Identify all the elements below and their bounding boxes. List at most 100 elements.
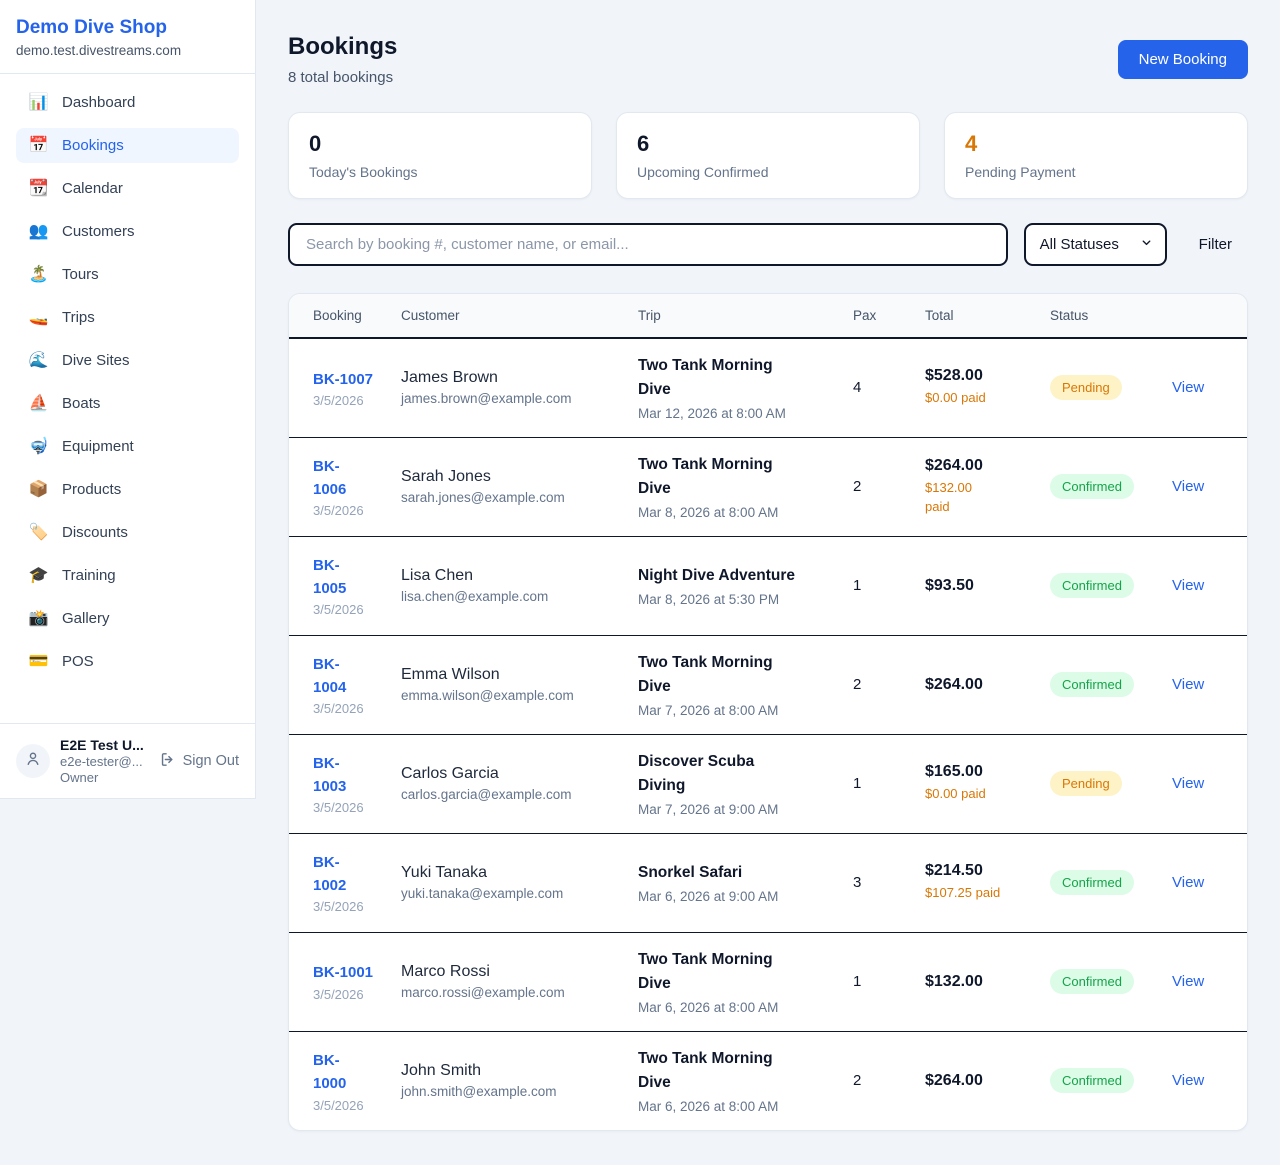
- sidebar-item-customers[interactable]: 👥 Customers: [16, 214, 239, 249]
- trip-name: Two Tank Morning Dive: [638, 455, 773, 497]
- avatar: [16, 744, 50, 778]
- actions-cell: View: [1172, 437, 1247, 537]
- sidebar-item-gallery[interactable]: 📸 Gallery: [16, 601, 239, 636]
- booking-id-link[interactable]: BK- 1005: [313, 556, 347, 597]
- user-role: Owner: [60, 770, 99, 785]
- user-email: e2e-tester@...: [60, 754, 143, 769]
- sidebar-item-label: POS: [62, 653, 94, 670]
- booking-date: 3/5/2026: [313, 701, 364, 717]
- total-value: $528.00: [925, 367, 983, 385]
- sidebar-item-training[interactable]: 🎓 Training: [16, 558, 239, 593]
- customer-email: john.smith@example.com: [401, 1084, 557, 1100]
- status-cell: Confirmed: [1050, 833, 1172, 933]
- search-input[interactable]: [288, 223, 1008, 266]
- sidebar-item-dashboard[interactable]: 📊 Dashboard: [16, 85, 239, 120]
- trip-time: Mar 7, 2026 at 9:00 AM: [638, 802, 779, 818]
- status-cell: Confirmed: [1050, 536, 1172, 636]
- column-header-booking: Booking: [289, 294, 401, 339]
- booking-id-link[interactable]: BK-1001: [313, 964, 374, 982]
- total-value: $132.00: [925, 972, 983, 990]
- customer-cell: James Brown james.brown@example.com: [401, 338, 638, 438]
- sidebar-header: Demo Dive Shop demo.test.divestreams.com: [0, 0, 255, 74]
- view-link[interactable]: View: [1172, 774, 1205, 792]
- sidebar-item-bookings[interactable]: 📅 Bookings: [16, 128, 239, 163]
- sidebar-user-section: E2E Test U... e2e-tester@... Owner Sign …: [0, 723, 255, 798]
- status-badge: Pending: [1050, 771, 1122, 796]
- sidebar-item-boats[interactable]: ⛵ Boats: [16, 386, 239, 421]
- booking-cell: BK- 1002 3/5/2026: [289, 833, 401, 933]
- view-link[interactable]: View: [1172, 675, 1205, 693]
- stat-value: 0: [309, 131, 322, 156]
- trip-cell: Two Tank Morning Dive Mar 12, 2026 at 8:…: [638, 338, 853, 438]
- new-booking-button[interactable]: New Booking: [1117, 40, 1248, 79]
- booking-cell: BK- 1000 3/5/2026: [289, 1031, 401, 1130]
- booking-id-link[interactable]: BK- 1000: [313, 1052, 347, 1093]
- total-cell: $214.50 $107.25 paid: [925, 833, 1050, 933]
- booking-id-link[interactable]: BK- 1003: [313, 754, 347, 795]
- pax-cell: 2: [853, 635, 925, 735]
- graduation-cap-icon: 🎓: [28, 567, 49, 584]
- sidebar-item-label: Equipment: [62, 438, 134, 455]
- sign-out-button[interactable]: Sign Out: [159, 751, 239, 772]
- pax-cell: 1: [853, 734, 925, 834]
- bar-chart-icon: 📊: [28, 94, 49, 111]
- sidebar-item-discounts[interactable]: 🏷️ Discounts: [16, 515, 239, 550]
- customer-email: emma.wilson@example.com: [401, 688, 574, 703]
- customer-name: John Smith: [401, 1062, 482, 1080]
- stats-row: 0 Today's Bookings 6 Upcoming Confirmed …: [288, 112, 1248, 199]
- page-title-block: Bookings 8 total bookings: [288, 33, 397, 86]
- booking-id-link[interactable]: BK- 1004: [313, 655, 347, 696]
- sidebar-item-pos[interactable]: 💳 POS: [16, 644, 239, 679]
- stat-value: 6: [637, 131, 650, 156]
- view-link[interactable]: View: [1172, 972, 1205, 990]
- total-cell: $165.00 $0.00 paid: [925, 734, 1050, 834]
- booking-id-link[interactable]: BK- 1006: [313, 457, 347, 498]
- sidebar-item-tours[interactable]: 🏝️ Tours: [16, 257, 239, 292]
- view-link[interactable]: View: [1172, 576, 1205, 594]
- status-badge: Confirmed: [1050, 474, 1134, 499]
- total-value: $264.00: [925, 1071, 983, 1089]
- table-row: BK- 1004 3/5/2026 Emma Wilson emma.wilso…: [289, 635, 1247, 735]
- sidebar-item-products[interactable]: 📦 Products: [16, 472, 239, 507]
- total-value: $264.00: [925, 456, 983, 474]
- trip-cell: Two Tank Morning Dive Mar 8, 2026 at 8:0…: [638, 437, 853, 537]
- pax-value: 1: [853, 972, 862, 990]
- status-badge: Confirmed: [1050, 1068, 1134, 1094]
- sidebar-item-label: Discounts: [62, 524, 128, 541]
- booking-id-link[interactable]: BK-1007: [313, 370, 374, 388]
- status-badge: Confirmed: [1050, 672, 1134, 697]
- sidebar-item-dive-sites[interactable]: 🌊 Dive Sites: [16, 343, 239, 378]
- trip-time: Mar 7, 2026 at 8:00 AM: [638, 703, 779, 719]
- booking-id-link[interactable]: BK- 1002: [313, 853, 347, 894]
- total-value: $93.50: [925, 576, 974, 594]
- status-cell: Confirmed: [1050, 932, 1172, 1032]
- pax-value: 2: [853, 1071, 862, 1089]
- sidebar-item-equipment[interactable]: 🤿 Equipment: [16, 429, 239, 464]
- customer-name: Marco Rossi: [401, 963, 490, 980]
- total-cell: $264.00: [925, 635, 1050, 735]
- filter-button[interactable]: Filter: [1183, 236, 1248, 253]
- trip-cell: Discover Scuba Diving Mar 7, 2026 at 9:0…: [638, 734, 853, 834]
- page-title: Bookings: [288, 33, 398, 60]
- trip-name: Snorkel Safari: [638, 863, 743, 881]
- customer-name: Carlos Garcia: [401, 765, 499, 782]
- sidebar-item-label: Products: [62, 481, 122, 498]
- trip-time: Mar 12, 2026 at 8:00 AM: [638, 406, 786, 422]
- stat-label: Pending Payment: [965, 164, 1076, 180]
- view-link[interactable]: View: [1172, 378, 1205, 396]
- status-select[interactable]: All Statuses: [1023, 223, 1167, 266]
- customer-name: Lisa Chen: [401, 567, 474, 584]
- view-link[interactable]: View: [1172, 1071, 1205, 1089]
- actions-cell: View: [1172, 1031, 1247, 1130]
- pax-value: 4: [853, 378, 862, 396]
- view-link[interactable]: View: [1172, 477, 1205, 495]
- pax-cell: 1: [853, 932, 925, 1032]
- view-link[interactable]: View: [1172, 873, 1205, 891]
- sidebar-item-trips[interactable]: 🚤 Trips: [16, 300, 239, 335]
- column-header-actions: [1172, 294, 1247, 339]
- island-icon: 🏝️: [28, 266, 49, 283]
- trip-cell: Night Dive Adventure Mar 8, 2026 at 5:30…: [638, 536, 853, 636]
- actions-cell: View: [1172, 833, 1247, 933]
- sidebar-item-calendar[interactable]: 📆 Calendar: [16, 171, 239, 206]
- customer-cell: Carlos Garcia carlos.garcia@example.com: [401, 734, 638, 834]
